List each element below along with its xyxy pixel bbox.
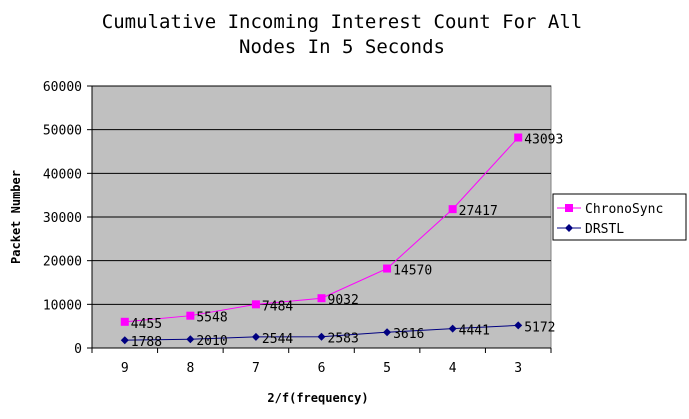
y-tick-label: 50000	[43, 124, 82, 139]
x-tick-label: 7	[252, 361, 260, 376]
data-point-drstl	[120, 336, 129, 345]
data-label-chronosync: 4455	[131, 317, 162, 332]
data-point-chronosync	[251, 300, 260, 309]
data-point-drstl	[317, 332, 326, 341]
data-point-chronosync	[448, 205, 457, 214]
data-label-drstl: 5172	[524, 320, 555, 335]
legend-label-drstl: DRSTL	[585, 222, 624, 237]
y-tick-label: 20000	[43, 255, 82, 270]
legend-label-chronosync: ChronoSync	[585, 202, 663, 217]
data-label-drstl: 2010	[196, 334, 227, 349]
plot-area: 0 10000 20000 30000 40000 50000 60000 9 8 7 6 5 4 3 44…	[43, 80, 563, 376]
x-tick-label: 5	[383, 361, 391, 376]
data-label-chronosync: 14570	[393, 264, 432, 279]
data-label-drstl: 3616	[393, 327, 424, 342]
chart-title-line-2: Nodes In 5 Seconds	[239, 36, 445, 58]
data-label-drstl: 2583	[328, 332, 359, 347]
chart-title-line-1: Cumulative Incoming Interest Count For A…	[102, 11, 582, 33]
y-axis-label: Packet Number	[9, 170, 23, 264]
data-point-chronosync	[514, 133, 523, 142]
data-label-drstl: 4441	[459, 324, 490, 339]
data-point-drstl	[448, 324, 457, 333]
y-tick-label: 60000	[43, 80, 82, 95]
data-point-drstl	[383, 328, 392, 337]
data-point-drstl	[251, 332, 260, 341]
x-tick-label: 6	[318, 361, 326, 376]
data-label-chronosync: 7484	[262, 299, 293, 314]
legend-marker-chronosync	[565, 204, 573, 212]
y-tick-label: 30000	[43, 211, 82, 226]
legend-box	[552, 193, 687, 241]
y-tick-label: 10000	[43, 298, 82, 313]
x-tick-label: 3	[514, 361, 522, 376]
data-label-chronosync: 43093	[524, 133, 563, 148]
data-label-drstl: 1788	[131, 335, 162, 350]
x-tick-label: 9	[121, 361, 129, 376]
legend: ChronoSync DRSTL	[552, 193, 687, 241]
legend-marker-drstl	[565, 224, 573, 232]
data-label-chronosync: 9032	[328, 293, 359, 308]
data-point-chronosync	[120, 317, 129, 326]
data-point-chronosync	[186, 311, 195, 320]
x-tick-label: 4	[449, 361, 457, 376]
data-label-drstl: 2544	[262, 332, 293, 347]
x-axis-label: 2/f(frequency)	[267, 391, 368, 405]
x-tick-label: 8	[186, 361, 194, 376]
data-label-chronosync: 5548	[196, 311, 227, 326]
y-tick-label: 0	[74, 342, 82, 357]
data-point-drstl	[186, 335, 195, 344]
y-tick-label: 40000	[43, 167, 82, 182]
data-point-drstl	[514, 321, 523, 330]
data-label-chronosync: 27417	[459, 204, 498, 219]
data-point-chronosync	[383, 264, 392, 273]
data-point-chronosync	[317, 294, 326, 303]
